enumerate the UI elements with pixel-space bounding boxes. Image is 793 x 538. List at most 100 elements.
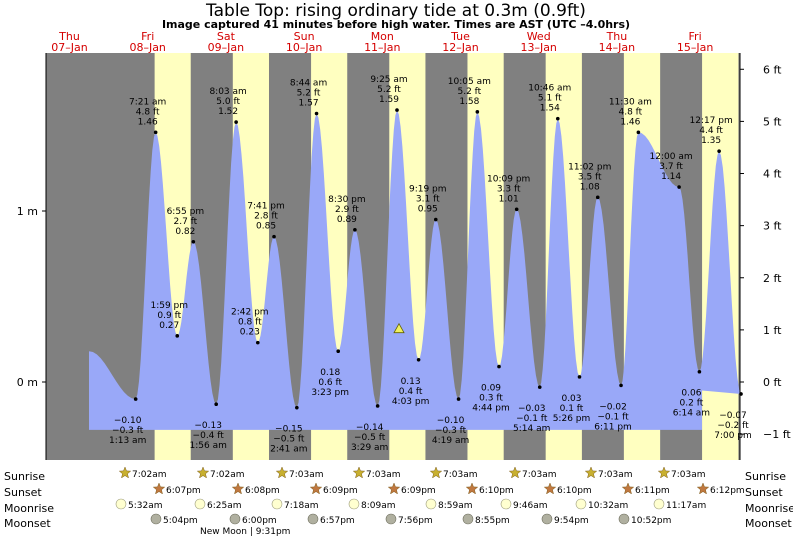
moonrise-time-6: 10:32am: [588, 501, 628, 511]
tide-m-13: 9:25 am: [370, 75, 407, 85]
tide-ft-27: 0.2 ft: [680, 399, 704, 409]
chart-subtitle: Image captured 41 minutes before high wa…: [162, 18, 630, 31]
moonrise-icon-1: [194, 498, 206, 510]
tide-time-5: 1.52: [218, 107, 238, 117]
sunrise-icon-0: [118, 466, 132, 479]
tide-m-19: 10:09 pm: [487, 174, 530, 184]
moonrise-time-5: 9:46am: [513, 501, 548, 511]
sunset-time-3: 6:09pm: [401, 486, 436, 496]
axes: 1 m 0 m 6 ft 5 ft 4 ft 3 ft 2 ft 1 ft 0 ft −1 ft: [17, 53, 791, 460]
tide-point-6: [255, 340, 260, 345]
row-label-left-moonrise: Moonrise: [4, 502, 54, 515]
tide-ft-12: −0.5 ft: [354, 433, 386, 443]
tide-time-29: 7:00 pm: [714, 431, 752, 441]
right-tick-label-2: 4 ft: [763, 168, 782, 181]
tide-ft-20: −0.1 ft: [516, 414, 548, 424]
sun-moon-events: Sunrise Sunrise Sunset Sunset Moonrise Moonri…: [4, 466, 793, 537]
tide-time-16: 4:19 am: [432, 436, 469, 446]
tide-point-26: [677, 185, 681, 189]
row-label-right-sunset: Sunset: [745, 486, 783, 499]
tide-point-17: [475, 110, 480, 114]
moonrise-icon-3: [348, 498, 360, 510]
moonset-icon-4: [462, 513, 474, 525]
row-label-right-moonrise: Moonrise: [745, 502, 793, 515]
sunset-icon-2: [309, 482, 323, 495]
tide-ft-19: 3.3 ft: [497, 184, 521, 194]
sunrise-icon-3: [352, 466, 366, 479]
tide-m-12: −0.14: [356, 423, 384, 433]
tide-point-8: [295, 405, 299, 410]
sunset-icon-1: [231, 482, 245, 495]
day-label-0: Thu: [58, 30, 80, 43]
day-label-8: Fri: [689, 30, 702, 43]
tide-ft-11: 2.9 ft: [335, 205, 359, 215]
tide-point-4: [214, 402, 218, 407]
sunset-time-5: 6:10pm: [557, 486, 592, 496]
tide-point-15: [433, 217, 438, 222]
sunrise-icon-7: [657, 466, 671, 479]
tide-m-26: 12:00 am: [650, 152, 693, 162]
sunset-time-4: 6:10pm: [479, 486, 514, 496]
date-label-2: 09–Jan: [208, 41, 244, 54]
date-label-1: 08–Jan: [129, 41, 165, 54]
tide-m-5: 8:03 am: [209, 87, 246, 97]
tide-time-3: 0.82: [175, 227, 195, 237]
tide-m-23: 11:02 pm: [568, 162, 611, 172]
moonset-icon-6: [618, 513, 630, 525]
tide-time-13: 1.59: [379, 95, 399, 105]
right-tick-label-5: 1 ft: [763, 324, 782, 337]
date-label-4: 11–Jan: [364, 41, 400, 54]
sunrise-icon-1: [196, 466, 210, 479]
tide-ft-10: 0.6 ft: [318, 378, 342, 388]
tide-m-22: 0.03: [561, 394, 581, 404]
sunrise-time-3: 7:03am: [366, 470, 401, 480]
sunset-icon-6: [621, 482, 635, 495]
tide-time-21: 1.54: [540, 104, 560, 114]
tide-m-29: −0.07: [719, 411, 747, 421]
sunrise-time-7: 7:03am: [671, 470, 706, 480]
tide-point-24: [619, 383, 623, 388]
tide-time-27: 6:14 am: [673, 409, 710, 419]
sunrise-icon-5: [508, 466, 522, 479]
tide-ft-13: 5.2 ft: [377, 85, 401, 95]
tide-m-11: 8:30 pm: [328, 195, 366, 205]
tide-point-10: [336, 349, 341, 354]
moonrise-icon-2: [271, 498, 283, 510]
tide-m-15: 9:19 pm: [409, 185, 447, 195]
tide-m-4: −0.13: [194, 421, 222, 431]
moonset-icon-2: [307, 513, 319, 525]
tide-m-10: 0.18: [320, 368, 340, 378]
moonset-icon-1: [229, 513, 241, 525]
tide-ft-3: 2.7 ft: [173, 217, 197, 227]
tide-point-12: [375, 404, 380, 408]
tide-time-17: 1.58: [459, 97, 479, 107]
day-label-3: Sun: [294, 30, 315, 43]
moonrise-time-3: 8:09am: [361, 501, 396, 511]
tide-time-6: 0.23: [240, 328, 260, 338]
tide-ft-9: 5.2 ft: [297, 89, 321, 99]
tide-point-19: [514, 207, 519, 212]
tide-ft-18: 0.3 ft: [479, 394, 503, 404]
moonrise-time-2: 7:18am: [284, 501, 319, 511]
tide-m-3: 6:55 pm: [167, 207, 205, 217]
sunset-time-2: 6:09pm: [323, 486, 358, 496]
tide-point-3: [191, 239, 196, 244]
sunset-icon-4: [465, 482, 479, 495]
tide-point-2: [175, 334, 180, 338]
tide-m-6: 2:42 pm: [231, 308, 269, 318]
day-label-7: Thu: [606, 30, 628, 43]
sunrise-time-2: 7:03am: [289, 470, 324, 480]
day-label-1: Fri: [141, 30, 154, 43]
tide-time-23: 1.08: [580, 182, 600, 192]
tide-point-28: [717, 149, 721, 153]
date-label-3: 10–Jan: [286, 41, 322, 54]
tide-time-4: 1:56 am: [190, 441, 227, 451]
moonrise-time-7: 11:17am: [666, 501, 706, 511]
tide-point-22: [577, 375, 582, 379]
tide-ft-29: −0.2 ft: [717, 421, 749, 431]
tide-area: [89, 110, 741, 430]
tide-point-23: [595, 195, 600, 200]
moonset-icon-0: [150, 513, 162, 525]
row-label-left-moonset: Moonset: [4, 517, 51, 530]
sunset-icon-0: [152, 482, 166, 495]
